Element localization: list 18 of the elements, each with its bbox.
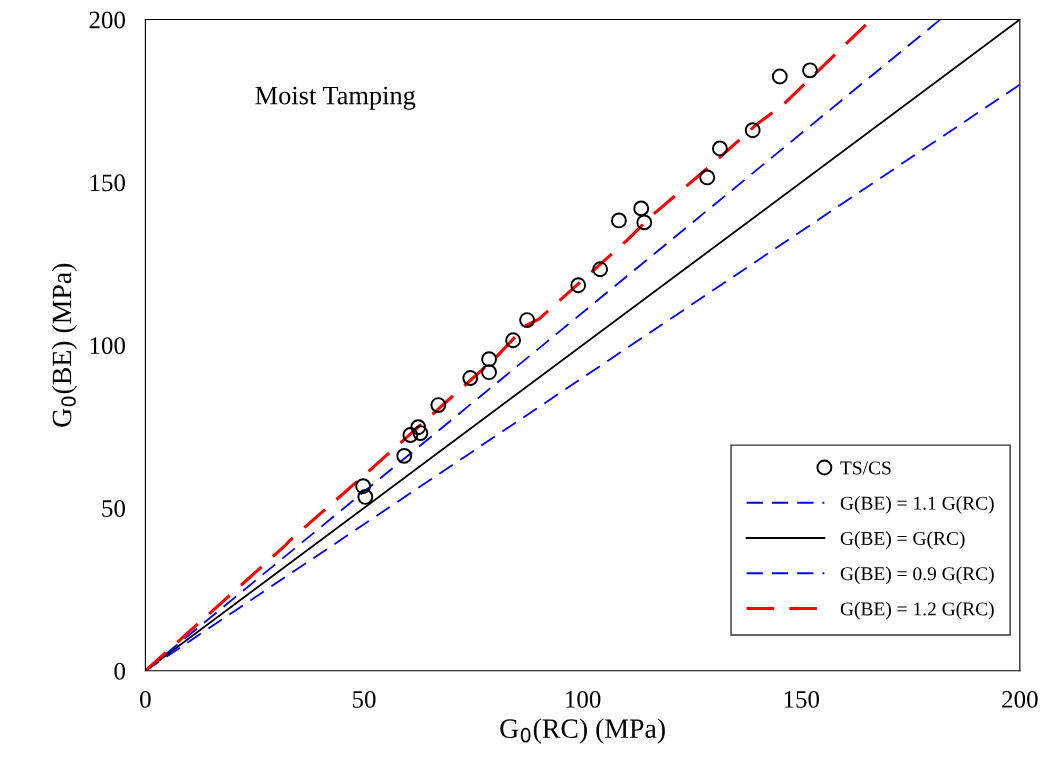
x-tick-label: 100 bbox=[566, 690, 601, 708]
x-tick-label: 0 bbox=[140, 690, 151, 708]
x-tick-label: 50 bbox=[352, 690, 376, 708]
legend-label: G(BE) = 0.9 G(RC) bbox=[840, 566, 994, 585]
y-tick-label: 100 bbox=[90, 337, 125, 355]
y-tick-label: 50 bbox=[102, 500, 125, 517]
legend-label: G(BE) = 1.2 G(RC) bbox=[840, 601, 994, 620]
y-tick-label: 150 bbox=[90, 174, 125, 192]
x-tick-label: 200 bbox=[1002, 690, 1038, 708]
x-tick-label: 150 bbox=[784, 690, 820, 708]
legend-label: G(BE) = 1.1 G(RC) bbox=[840, 496, 994, 514]
y-axis-title: G$_{0}$(BE) (MPa) bbox=[51, 263, 77, 427]
y-tick-label: 200 bbox=[89, 11, 125, 29]
y-tick-label: 0 bbox=[114, 662, 125, 680]
x-axis-title: G$_{0}$(RC) (MPa) bbox=[500, 718, 665, 744]
annotation: Moist Tamping bbox=[255, 86, 416, 110]
legend-label: G(BE) = G(RC) bbox=[840, 531, 965, 549]
legend-label: TS/CS bbox=[840, 461, 891, 475]
